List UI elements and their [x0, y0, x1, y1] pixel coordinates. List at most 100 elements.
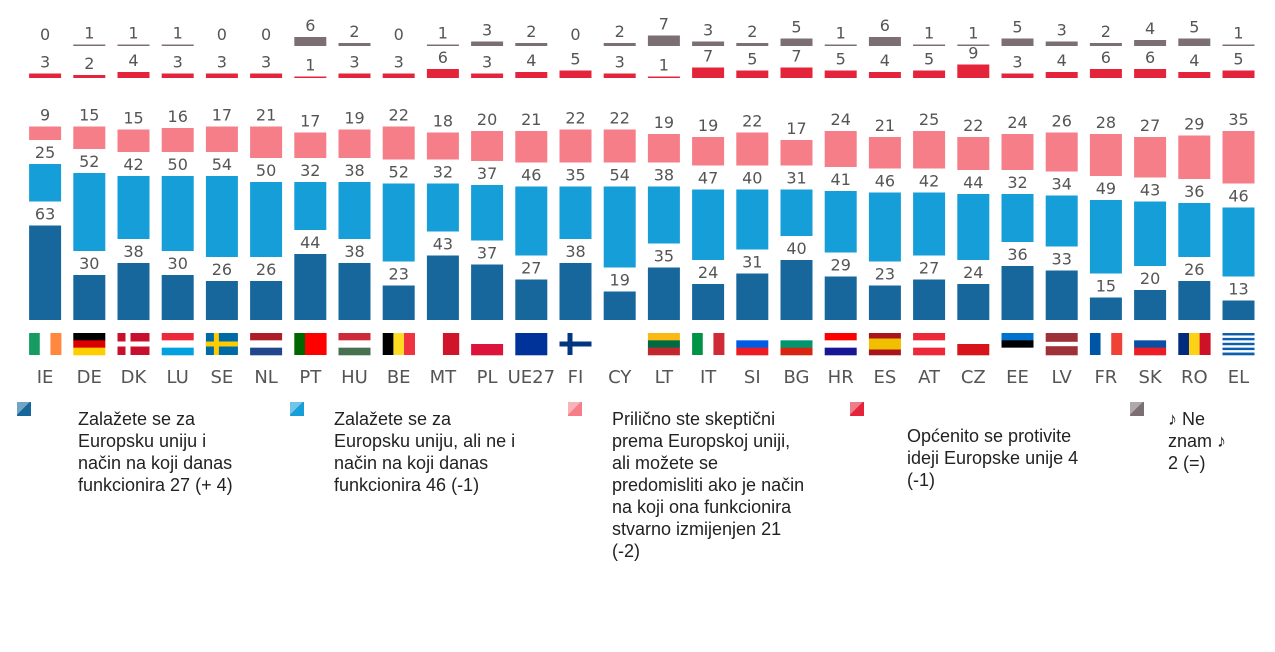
bar-segment: [29, 73, 62, 78]
bar-segment: [471, 264, 504, 320]
flag: [338, 340, 371, 348]
value-label: 22: [389, 106, 409, 125]
value-label: 3: [217, 53, 227, 72]
flag: [603, 333, 636, 356]
value-label: 38: [565, 242, 585, 261]
bar-segment: [382, 285, 415, 320]
flag: [29, 333, 41, 355]
bar-segment: [603, 129, 636, 163]
value-label: 3: [1012, 53, 1022, 72]
flag: [824, 347, 857, 356]
bar-segment: [426, 183, 459, 232]
bar-segment: [117, 72, 150, 78]
flag: [780, 340, 813, 348]
bar-segment: [1222, 300, 1255, 320]
bar-segment: [250, 126, 283, 158]
flag: [1222, 342, 1255, 346]
bar-segment: [161, 44, 194, 46]
legend-swatch: [850, 402, 864, 416]
flag: [957, 333, 990, 345]
flag: [647, 333, 680, 341]
x-tick-label: SI: [744, 367, 761, 388]
value-label: 5: [570, 50, 580, 69]
value-label: 32: [1007, 173, 1027, 192]
x-tick-label: IT: [700, 367, 717, 388]
flag: [559, 341, 592, 347]
bar-segment: [338, 43, 371, 46]
bar-segment: [824, 70, 857, 78]
value-label: 19: [698, 116, 718, 135]
value-label: 3: [394, 53, 404, 72]
legend-swatch: [1130, 402, 1144, 416]
bar-segment: [780, 260, 813, 320]
value-label: 38: [654, 166, 674, 185]
value-label: 22: [963, 116, 983, 135]
legend-swatch: [17, 402, 31, 416]
value-label: 1: [128, 24, 138, 43]
x-tick-label: UE27: [508, 367, 555, 388]
bar-segment: [868, 72, 901, 78]
flag: [824, 333, 857, 341]
value-label: 34: [1052, 175, 1072, 194]
value-label: 35: [565, 166, 585, 185]
bar-segment: [250, 73, 283, 78]
value-label: 3: [349, 53, 359, 72]
flag: [426, 333, 444, 355]
value-label: 19: [610, 271, 630, 290]
bar-segment: [559, 129, 592, 163]
value-label: 38: [123, 242, 143, 261]
bar-segment: [603, 73, 636, 78]
legend-label: Prilično ste skeptični prema Europskoj u…: [612, 409, 805, 561]
bar-segment: [957, 64, 990, 78]
x-tick-label: NL: [254, 367, 278, 388]
x-tick-label: PT: [299, 367, 322, 388]
value-label: 1: [836, 24, 846, 43]
bar-segment: [1134, 290, 1167, 320]
flag: [1134, 340, 1167, 348]
flag: [73, 340, 106, 348]
value-label: 3: [173, 53, 183, 72]
legend-label: Općenito se protivite ideji Europske uni…: [907, 426, 1079, 490]
flag: [780, 333, 813, 341]
value-label: 26: [256, 260, 276, 279]
bar-segment: [824, 276, 857, 320]
flag: [1001, 333, 1034, 341]
x-tick-label: EE: [1006, 367, 1029, 388]
value-label: 30: [79, 254, 99, 273]
bar-segment: [559, 70, 592, 78]
value-label: 6: [1101, 48, 1111, 67]
value-label: 16: [168, 107, 188, 126]
bar-segment: [1178, 38, 1211, 46]
bar-segment: [1001, 266, 1034, 320]
legend-label: ♪ Ne znam ♪ 2 (=): [1168, 409, 1227, 473]
value-label: 3: [40, 53, 50, 72]
bar-segment: [29, 164, 62, 202]
flag: [736, 347, 769, 356]
value-label: 17: [786, 119, 806, 138]
value-label: 4: [128, 51, 138, 70]
flag: [50, 333, 62, 355]
bar-segment: [1001, 194, 1034, 242]
value-label: 43: [433, 235, 453, 254]
value-label: 26: [1184, 260, 1204, 279]
flag: [736, 333, 769, 341]
flag: [404, 333, 415, 355]
flag: [1134, 333, 1167, 341]
x-tick-label: ES: [873, 367, 896, 388]
value-label: 31: [742, 253, 762, 272]
bar-segment: [559, 263, 592, 320]
value-label: 1: [1233, 24, 1243, 43]
bar-segment: [957, 137, 990, 170]
value-label: 23: [875, 265, 895, 284]
bar-segment: [647, 186, 680, 244]
value-label: 4: [880, 51, 890, 70]
flag: [1134, 347, 1167, 356]
x-tick-label: BG: [784, 367, 810, 388]
x-tick-label: IE: [37, 367, 54, 388]
bar-segment: [338, 73, 371, 78]
value-label: 5: [791, 18, 801, 37]
value-label: 18: [433, 112, 453, 131]
value-label: 54: [212, 155, 232, 174]
legend-label: Zalažete se za Europsku uniju i način na…: [78, 409, 233, 495]
